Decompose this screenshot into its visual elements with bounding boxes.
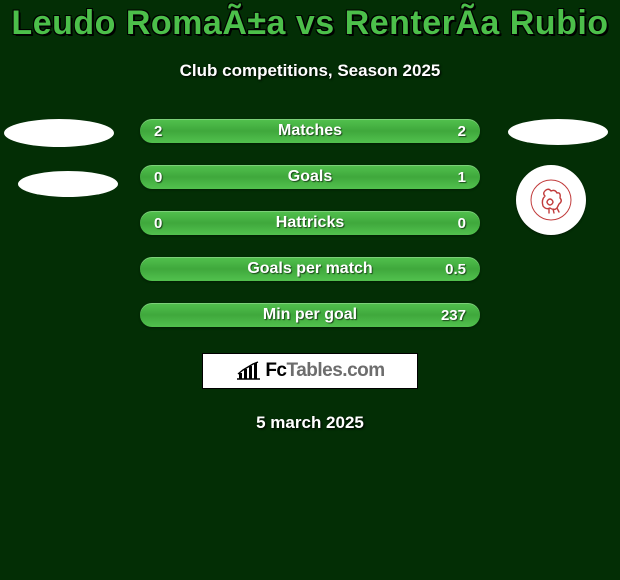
stat-label: Goals per match (247, 260, 372, 278)
stat-label: Min per goal (263, 306, 357, 324)
player-left-ellipse-1 (4, 119, 114, 147)
stat-right-value: 0 (458, 215, 466, 232)
stat-left-value: 2 (154, 123, 162, 140)
stat-rows: 2 Matches 2 0 Goals 1 0 Hattricks 0 Goal… (140, 119, 480, 327)
stat-right-value: 237 (441, 307, 466, 324)
stat-row-min-per-goal: Min per goal 237 (140, 303, 480, 327)
stat-right-value: 2 (458, 123, 466, 140)
subtitle: Club competitions, Season 2025 (0, 61, 620, 81)
page-title: Leudo RomaÃ±a vs RenterÃ­a Rubio (0, 0, 620, 43)
team-badge-right (516, 165, 586, 235)
fctables-logo[interactable]: FcTables.com (202, 353, 418, 389)
stat-row-goals-per-match: Goals per match 0.5 (140, 257, 480, 281)
stats-area: 2 Matches 2 0 Goals 1 0 Hattricks 0 Goal… (0, 119, 620, 327)
stat-row-hattricks: 0 Hattricks 0 (140, 211, 480, 235)
stat-label: Matches (278, 122, 342, 140)
player-right-ellipse-1 (508, 119, 608, 145)
stat-label: Hattricks (276, 214, 344, 232)
stat-label: Goals (288, 168, 332, 186)
lion-crest-icon (529, 178, 573, 222)
date-text: 5 march 2025 (0, 413, 620, 433)
stat-left-value: 0 (154, 215, 162, 232)
bar-chart-icon (235, 361, 261, 381)
stat-right-value: 1 (458, 169, 466, 186)
logo-brand: Fc (265, 360, 286, 381)
logo-text: FcTables.com (265, 360, 384, 382)
stat-right-value: 0.5 (445, 261, 466, 278)
player-left-ellipse-2 (18, 171, 118, 197)
logo-rest: Tables.com (287, 360, 385, 381)
stat-left-value: 0 (154, 169, 162, 186)
stat-row-goals: 0 Goals 1 (140, 165, 480, 189)
stat-row-matches: 2 Matches 2 (140, 119, 480, 143)
